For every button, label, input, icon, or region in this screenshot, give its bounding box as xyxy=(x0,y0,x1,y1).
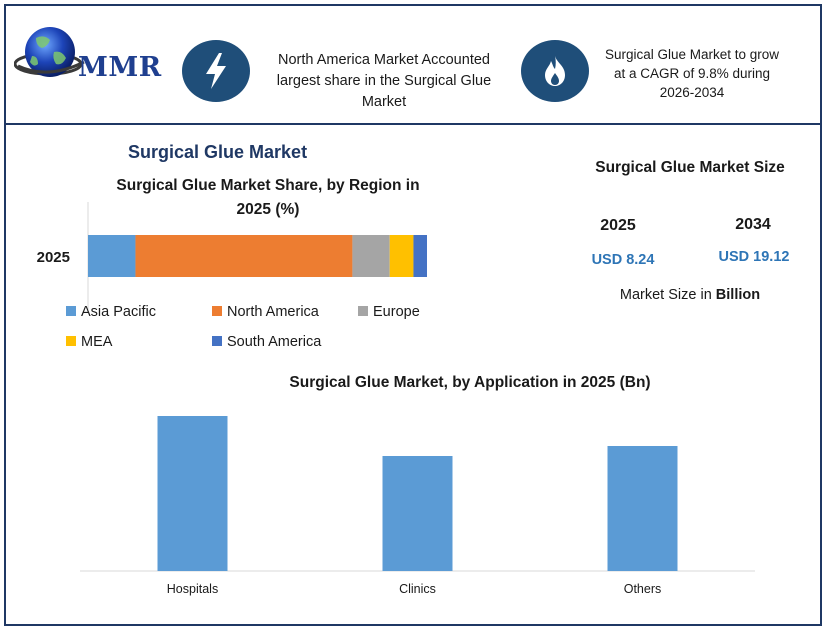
mmr-logo: MMR xyxy=(13,22,164,92)
market-size-title: Surgical Glue Market Size xyxy=(595,159,785,176)
bar-others xyxy=(607,446,678,571)
segment-asia-pacific xyxy=(88,235,136,277)
bar-hospitals xyxy=(157,416,228,571)
segment-europe xyxy=(352,235,390,277)
header-right-text: Surgical Glue Market to grow at a CAGR o… xyxy=(604,47,780,100)
region-chart-title: Surgical Glue Market Share, by Region in… xyxy=(116,177,420,218)
note-unit: Billion xyxy=(715,287,761,303)
segment-south-america xyxy=(413,235,427,277)
lightning-circle xyxy=(182,40,250,102)
application-chart-title: Surgical Glue Market, by Application in … xyxy=(289,374,651,391)
lightning-bolt-icon xyxy=(206,53,226,89)
year-2025-label: 2025 xyxy=(600,217,636,234)
flame-circle xyxy=(521,40,589,102)
value-2034: USD 19.12 xyxy=(718,249,790,265)
legend-swatch-south-america xyxy=(212,336,222,346)
legend-label-asia-pacific: Asia Pacific xyxy=(81,304,156,320)
bar-clinics xyxy=(382,456,453,571)
segment-mea xyxy=(389,235,414,277)
tick-label-others: Others xyxy=(624,582,662,596)
legend-label-south-america: South America xyxy=(227,334,322,350)
tick-label-hospitals: Hospitals xyxy=(167,582,218,596)
legend-label-europe: Europe xyxy=(373,304,420,320)
logo-text: MMR xyxy=(78,52,162,83)
globe-icon xyxy=(13,27,85,77)
tick-label-clinics: Clinics xyxy=(399,582,436,596)
legend-label-mea: MEA xyxy=(81,334,113,350)
application-chart: Hospitals Clinics Others xyxy=(80,416,755,596)
outer-frame xyxy=(4,4,822,626)
header-left-text: North America Market Accounted largest s… xyxy=(276,52,492,110)
legend-swatch-north-america xyxy=(212,306,222,316)
legend-label-north-america: North America xyxy=(227,304,320,320)
value-2025: USD 8.24 xyxy=(591,252,655,268)
note-prefix: Market Size in xyxy=(619,287,712,303)
legend-swatch-mea xyxy=(66,336,76,346)
flame-icon xyxy=(545,56,565,86)
market-title: Surgical Glue Market xyxy=(128,142,308,162)
legend-swatch-asia-pacific xyxy=(66,306,76,316)
region-share-chart: 2025 Asia Pacific North America Europe MEA So… xyxy=(37,202,427,350)
legend-swatch-europe xyxy=(358,306,368,316)
header-divider xyxy=(6,123,822,125)
region-category-label: 2025 xyxy=(37,249,70,266)
market-size-note: Market Size in Billion xyxy=(580,287,800,303)
year-2034-label: 2034 xyxy=(735,216,771,233)
segment-north-america xyxy=(135,235,353,277)
